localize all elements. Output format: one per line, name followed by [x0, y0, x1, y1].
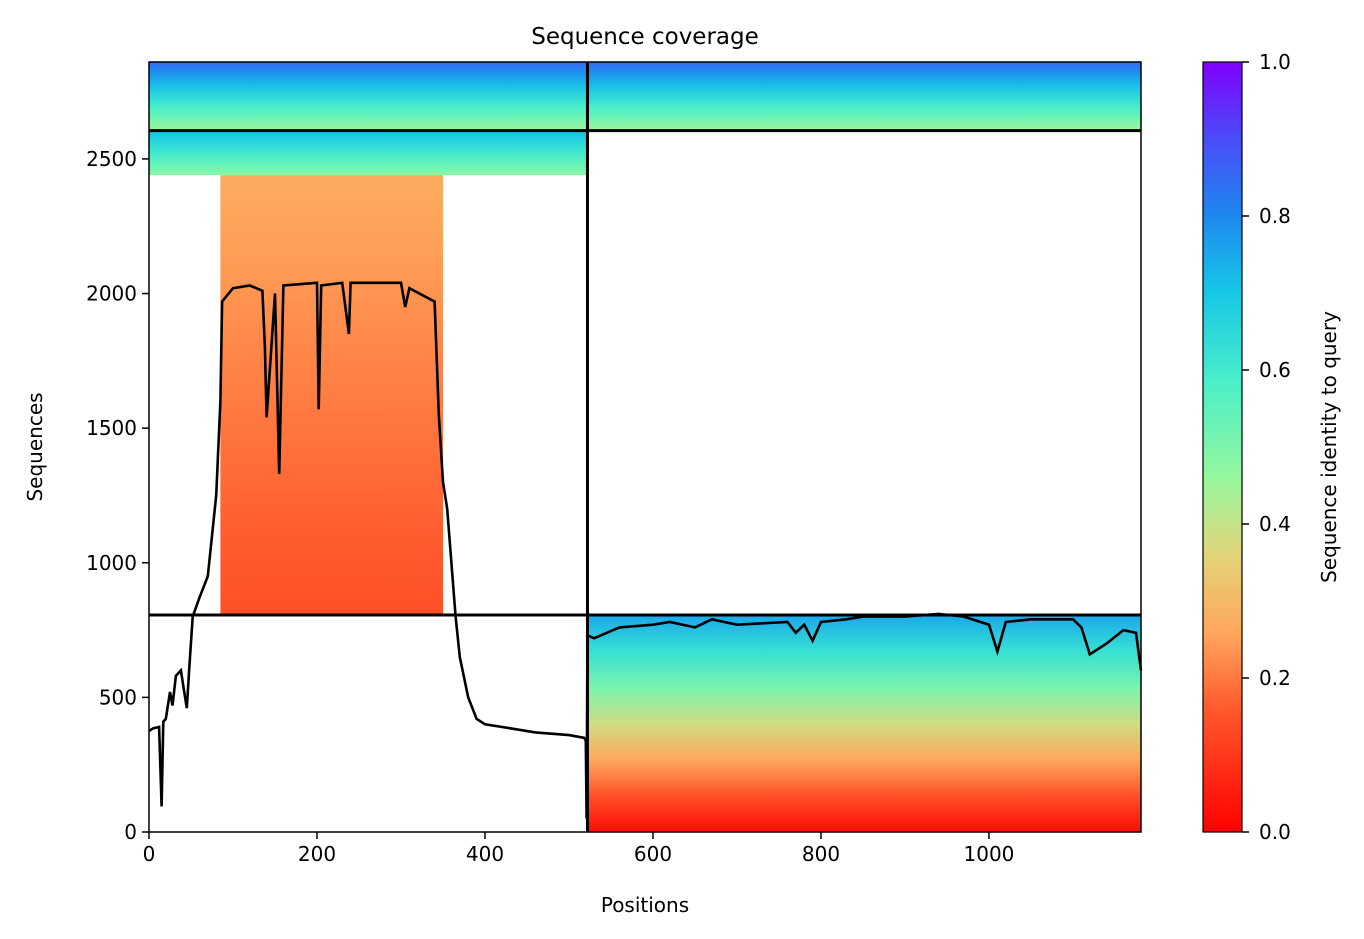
colorbar-tick-label: 0.2	[1259, 666, 1291, 690]
colorbar-tick-label: 0.6	[1259, 358, 1291, 382]
coverage-block	[587, 615, 1141, 832]
y-tick-label: 0	[124, 820, 137, 844]
x-tick-label: 800	[802, 842, 840, 866]
plot-frame	[148, 61, 1142, 833]
coverage-block	[149, 130, 588, 176]
x-axis-ticks: 0 200 400 600 800 1000	[143, 832, 1015, 866]
y-axis-ticks: 0 500 1000 1500 2000 2500	[86, 147, 149, 844]
x-tick-label: 0	[143, 842, 156, 866]
y-tick-label: 500	[99, 685, 137, 709]
colorbar-ticks: 0.0 0.2 0.4 0.6 0.8 1.0	[1242, 50, 1291, 844]
x-tick-label: 400	[466, 842, 504, 866]
x-tick-label: 600	[634, 842, 672, 866]
x-tick-label: 1000	[964, 842, 1015, 866]
y-tick-label: 2500	[86, 147, 137, 171]
colorbar-tick-label: 0.8	[1259, 204, 1291, 228]
y-tick-label: 2000	[86, 282, 137, 306]
y-axis-label: Sequences	[23, 392, 47, 501]
coverage-line	[148, 281, 1143, 819]
y-tick-label: 1000	[86, 551, 137, 575]
colorbar-tick-label: 0.0	[1259, 820, 1291, 844]
y-tick-label: 1500	[86, 416, 137, 440]
coverage-block	[587, 62, 1141, 131]
x-tick-label: 200	[298, 842, 336, 866]
coverage-block	[220, 175, 443, 616]
coverage-block	[149, 62, 588, 131]
x-axis-label: Positions	[601, 893, 689, 917]
colorbar-tick-label: 0.4	[1259, 512, 1291, 536]
colorbar-tick-label: 1.0	[1259, 50, 1291, 74]
chart-title: Sequence coverage	[531, 24, 759, 50]
colorbar	[1202, 61, 1243, 833]
coverage-blocks	[149, 62, 1141, 832]
colorbar-label: Sequence identity to query	[1317, 311, 1341, 583]
